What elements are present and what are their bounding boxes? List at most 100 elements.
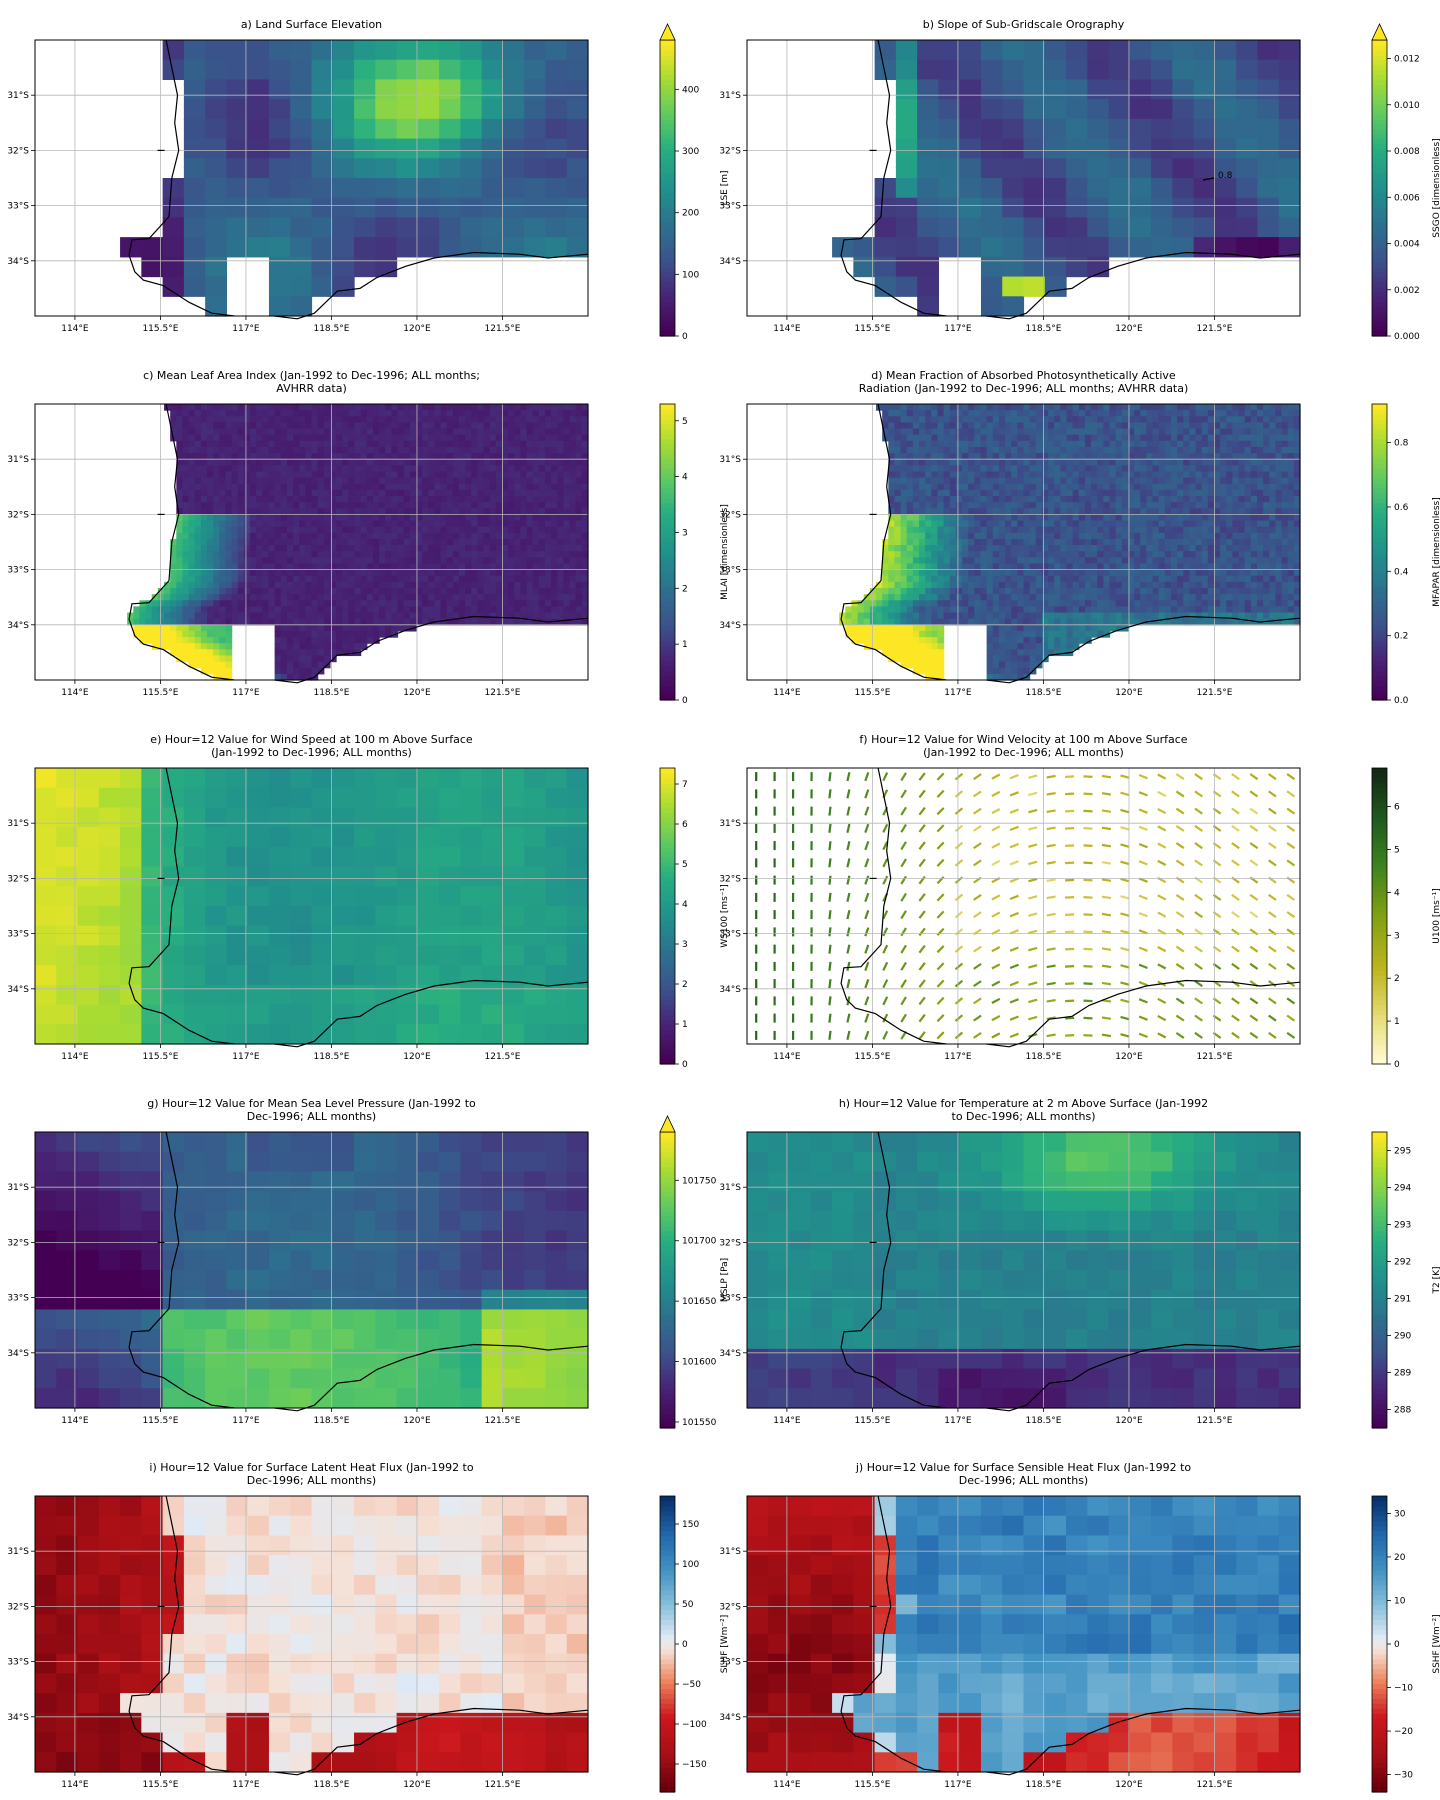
heatmap-cell <box>311 563 319 571</box>
heatmap-cell <box>354 502 362 509</box>
heatmap-cell <box>237 551 245 558</box>
heatmap-cell <box>385 453 392 460</box>
heatmap-cell <box>323 428 331 436</box>
heatmap-cell <box>938 237 961 258</box>
heatmap-cell <box>501 416 509 423</box>
heatmap-cell <box>508 563 515 571</box>
heatmap-cell <box>1048 496 1055 503</box>
heatmap-cell <box>458 569 466 577</box>
heatmap-cell <box>465 514 472 522</box>
heatmap-cell <box>409 508 417 515</box>
heatmap-cell <box>360 563 368 571</box>
heatmap-cell <box>256 489 263 497</box>
heatmap-cell <box>262 545 270 552</box>
heatmap-cell <box>329 434 337 442</box>
heatmap-cell <box>514 410 522 417</box>
heatmap-cell <box>274 410 282 417</box>
heatmap-cell <box>1257 99 1280 120</box>
colorbar-swatch <box>660 281 675 288</box>
colorbar-swatch <box>660 571 675 578</box>
heatmap-cell <box>237 483 245 491</box>
heatmap-cell <box>280 496 288 503</box>
heatmap-cell <box>293 410 300 417</box>
heatmap-cell <box>145 606 153 614</box>
heatmap-cell <box>888 624 896 632</box>
heatmap-cell <box>415 588 423 595</box>
heatmap-cell <box>1023 217 1046 238</box>
heatmap-cell <box>538 569 546 577</box>
colorbar-swatch <box>660 596 675 602</box>
heatmap-cell <box>1066 581 1074 589</box>
heatmap-cell <box>968 618 975 626</box>
heatmap-cell <box>919 446 926 454</box>
heatmap-cell <box>237 465 245 473</box>
heatmap-cell <box>477 508 485 515</box>
heatmap-cell <box>1172 59 1195 81</box>
heatmap-cell <box>182 428 190 436</box>
heatmap-cell <box>962 514 969 522</box>
heatmap-cell <box>931 649 939 657</box>
heatmap-cell <box>342 532 349 540</box>
heatmap-cell <box>428 434 435 442</box>
heatmap-cell <box>274 416 282 423</box>
heatmap-cell <box>968 496 975 503</box>
heatmap-cell <box>477 453 485 460</box>
heatmap-cell <box>1035 496 1043 503</box>
heatmap-cell <box>403 532 411 540</box>
heatmap-cell <box>360 496 368 503</box>
heatmap-cell <box>305 440 313 448</box>
heatmap-cell <box>162 217 185 238</box>
heatmap-cell <box>440 532 448 540</box>
colorbar-swatch <box>660 655 675 662</box>
colorbar-swatch <box>660 217 675 224</box>
heatmap-cell <box>882 428 889 436</box>
heatmap-cell <box>888 569 896 577</box>
heatmap-cell <box>274 618 282 626</box>
heatmap-cell <box>495 471 503 479</box>
heatmap-cell <box>514 551 522 558</box>
heatmap-cell <box>403 422 411 430</box>
heatmap-cell <box>1044 118 1067 140</box>
heatmap-cell <box>417 118 440 140</box>
heatmap-cell <box>1041 563 1049 571</box>
heatmap-cell <box>919 532 926 540</box>
heatmap-cell <box>1193 138 1216 159</box>
heatmap-cell <box>460 40 483 61</box>
heatmap-cell <box>1054 459 1061 466</box>
heatmap-cell <box>170 637 177 644</box>
heatmap-cell <box>1066 557 1074 565</box>
heatmap-cell <box>919 440 926 448</box>
heatmap-cell <box>557 416 565 423</box>
heatmap-cell <box>1048 575 1055 583</box>
heatmap-cell <box>237 477 245 485</box>
heatmap-cell <box>502 118 525 140</box>
heatmap-cell <box>446 588 454 595</box>
heatmap-cell <box>262 612 270 620</box>
heatmap-cell <box>422 489 429 497</box>
colorbar-swatch <box>1372 252 1387 258</box>
heatmap-cell <box>1029 612 1037 620</box>
heatmap-cell <box>290 217 313 238</box>
heatmap-cell <box>342 551 349 558</box>
colorbar-swatch <box>660 685 675 691</box>
heatmap-cell <box>188 483 196 491</box>
heatmap-cell <box>931 477 939 485</box>
heatmap-cell <box>917 256 940 278</box>
heatmap-cell <box>863 618 871 626</box>
heatmap-cell <box>563 477 571 485</box>
heatmap-cell <box>524 178 547 199</box>
heatmap-cell <box>403 545 411 552</box>
heatmap-cell <box>1257 178 1280 199</box>
heatmap-cell <box>299 673 306 681</box>
heatmap-cell <box>231 526 239 534</box>
heatmap-cell <box>372 502 380 509</box>
heatmap-cell <box>225 667 233 675</box>
heatmap-cell <box>262 594 270 601</box>
heatmap-cell <box>1236 158 1259 179</box>
heatmap-cell <box>906 434 914 442</box>
colorbar-swatch <box>660 138 675 145</box>
heatmap-cell <box>1078 612 1086 620</box>
heatmap-cell <box>317 471 325 479</box>
heatmap-cell <box>293 618 300 626</box>
heatmap-cell <box>526 410 534 417</box>
